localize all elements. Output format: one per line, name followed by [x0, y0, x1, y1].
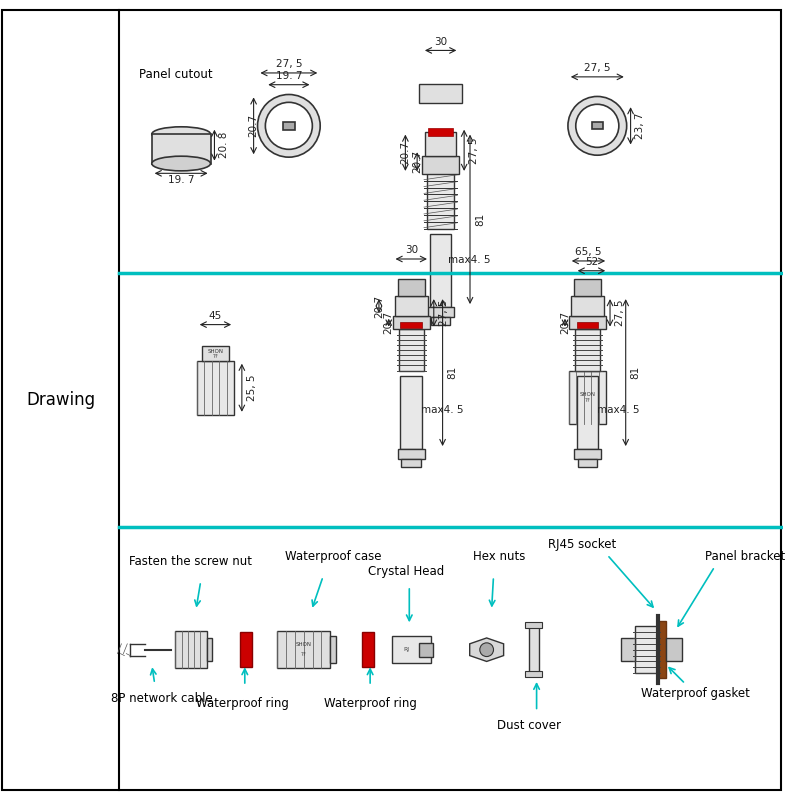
- Text: Panel bracket: Panel bracket: [705, 550, 786, 563]
- Bar: [578, 458, 598, 466]
- Bar: [425, 132, 456, 156]
- Bar: [577, 322, 598, 327]
- Text: Waterproof ring: Waterproof ring: [197, 697, 290, 710]
- Bar: [197, 361, 234, 414]
- Bar: [202, 346, 229, 361]
- Text: 19. 7: 19. 7: [276, 70, 302, 81]
- Text: max4. 5: max4. 5: [449, 255, 491, 266]
- Text: 19. 7: 19. 7: [168, 175, 194, 185]
- Text: 52: 52: [585, 257, 598, 267]
- Text: 81: 81: [630, 366, 641, 379]
- Text: 20.7: 20.7: [560, 311, 570, 334]
- Text: Fasten the screw nut: Fasten the screw nut: [130, 555, 253, 568]
- Text: Panel cutout: Panel cutout: [139, 69, 213, 82]
- Bar: [428, 128, 454, 136]
- Text: ??: ??: [301, 652, 306, 657]
- Circle shape: [480, 643, 494, 657]
- Text: SHON
??: SHON ??: [579, 392, 595, 403]
- Circle shape: [576, 104, 619, 147]
- Ellipse shape: [152, 127, 210, 142]
- Bar: [666, 638, 682, 662]
- Bar: [401, 375, 422, 449]
- Bar: [634, 626, 658, 673]
- Bar: [392, 636, 431, 663]
- Bar: [419, 84, 462, 103]
- Bar: [529, 626, 538, 674]
- Text: Waterproof ring: Waterproof ring: [324, 697, 417, 710]
- Bar: [206, 638, 211, 662]
- Text: 27, 5: 27, 5: [615, 300, 625, 326]
- Bar: [574, 278, 602, 296]
- Polygon shape: [470, 638, 504, 662]
- Bar: [422, 156, 459, 174]
- Text: 20. 8: 20. 8: [219, 132, 230, 158]
- Bar: [402, 458, 421, 466]
- Text: max4. 5: max4. 5: [598, 405, 640, 414]
- Bar: [282, 122, 295, 130]
- Bar: [621, 638, 634, 662]
- Text: 27, 5: 27, 5: [276, 59, 302, 69]
- Text: 20.7: 20.7: [249, 114, 258, 138]
- Bar: [569, 370, 606, 425]
- Text: 81: 81: [475, 213, 485, 226]
- Circle shape: [568, 97, 626, 155]
- Bar: [419, 643, 433, 657]
- Bar: [394, 296, 428, 316]
- Text: 30: 30: [405, 245, 418, 255]
- Text: Waterproof case: Waterproof case: [285, 550, 381, 563]
- Text: 23, 7: 23, 7: [635, 113, 646, 139]
- Text: 30: 30: [434, 37, 447, 46]
- Bar: [398, 449, 425, 458]
- Bar: [393, 316, 430, 330]
- Bar: [658, 622, 666, 678]
- Text: SHON
??: SHON ??: [207, 349, 223, 359]
- Bar: [525, 671, 542, 677]
- Bar: [525, 622, 542, 628]
- Bar: [574, 449, 602, 458]
- Text: RJ: RJ: [403, 647, 410, 652]
- Bar: [577, 375, 598, 449]
- Bar: [571, 296, 604, 316]
- Bar: [152, 134, 210, 163]
- Text: 45: 45: [209, 310, 222, 321]
- Bar: [427, 158, 454, 229]
- Circle shape: [258, 94, 320, 157]
- Bar: [398, 330, 424, 370]
- Text: SHON: SHON: [295, 642, 311, 647]
- Text: 20.7: 20.7: [374, 294, 384, 318]
- Bar: [401, 322, 422, 327]
- Text: 27, 5: 27, 5: [584, 63, 610, 73]
- Bar: [240, 632, 252, 667]
- Text: 20.7: 20.7: [400, 141, 410, 164]
- Bar: [569, 316, 606, 330]
- Text: Hex nuts: Hex nuts: [473, 550, 526, 563]
- Text: RJ45 socket: RJ45 socket: [549, 538, 617, 551]
- Bar: [574, 330, 600, 370]
- Bar: [175, 631, 206, 668]
- Circle shape: [266, 102, 312, 150]
- Text: Drawing: Drawing: [26, 391, 95, 409]
- Text: 27, 5: 27, 5: [469, 137, 479, 163]
- Text: max4. 5: max4. 5: [421, 405, 463, 414]
- Text: 20.7: 20.7: [412, 150, 422, 173]
- Text: 81: 81: [447, 366, 458, 379]
- Ellipse shape: [152, 156, 210, 171]
- Bar: [362, 632, 374, 667]
- Bar: [427, 307, 454, 317]
- Text: 25, 5: 25, 5: [246, 374, 257, 401]
- Bar: [431, 317, 450, 325]
- Text: 27, 5: 27, 5: [438, 300, 449, 326]
- Text: 65, 5: 65, 5: [575, 247, 602, 257]
- Text: 8P network cable: 8P network cable: [110, 692, 213, 705]
- Bar: [277, 631, 330, 668]
- Text: Crystal Head: Crystal Head: [368, 565, 445, 578]
- Bar: [592, 122, 602, 130]
- Text: 20.7: 20.7: [384, 311, 394, 334]
- Text: Dust cover: Dust cover: [497, 718, 561, 731]
- Bar: [430, 234, 451, 307]
- Text: Waterproof gasket: Waterproof gasket: [641, 687, 750, 700]
- Bar: [330, 636, 336, 663]
- Bar: [398, 278, 425, 296]
